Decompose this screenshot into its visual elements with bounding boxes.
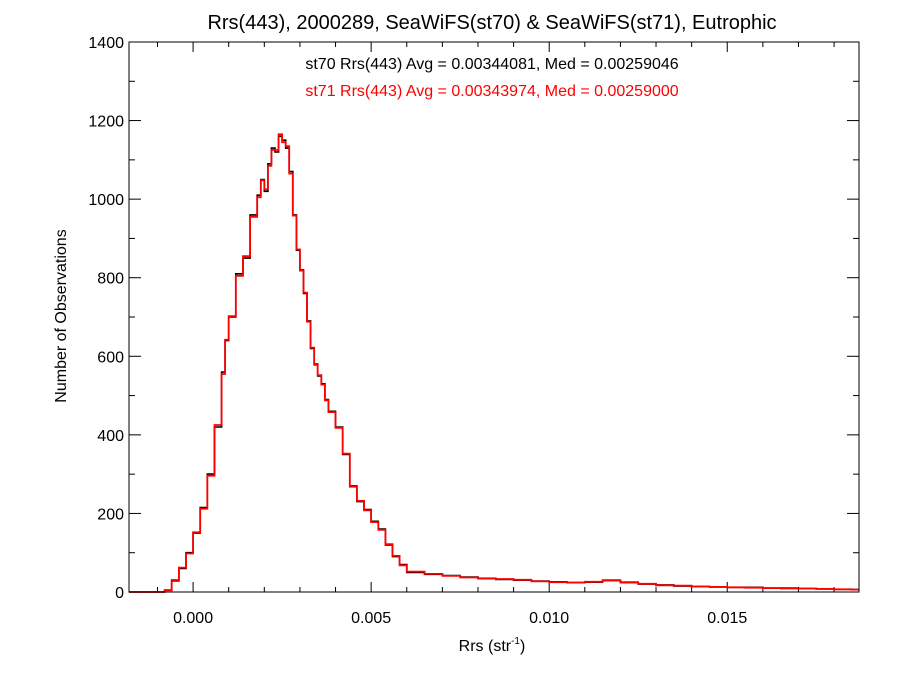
y-tick-label: 200: [97, 506, 124, 523]
axes: 0.000 0.005 0.010 0.015 0 200 400 600 800 1000 120…: [88, 35, 859, 627]
chart-title: Rrs(443), 2000289, SeaWiFS(st70) & SeaWi…: [207, 12, 776, 34]
x-tick-label: 0.015: [707, 610, 747, 627]
y-axis-label: Number of Observations: [53, 229, 70, 402]
x-tick-label: 0.010: [529, 610, 569, 627]
x-tick-label: 0.000: [173, 610, 213, 627]
y-tick-label: 400: [97, 428, 124, 445]
series-line-st70: [129, 135, 859, 593]
annotation-st71: st71 Rrs(443) Avg = 0.00343974, Med = 0.…: [305, 83, 678, 100]
y-tick-label: 800: [97, 271, 124, 288]
x-axis-label: Rrs (str-1): [459, 636, 526, 655]
plot-frame: [128, 41, 860, 593]
y-tick-label: 1400: [88, 35, 124, 52]
x-tick-label: 0.005: [351, 610, 391, 627]
y-tick-label: 1200: [88, 114, 124, 131]
series-line-st71: [129, 133, 859, 593]
y-tick-label: 0: [115, 585, 124, 602]
y-tick-label: 1000: [88, 192, 124, 209]
x-axis-label-close: ): [520, 638, 525, 655]
x-axis-label-base: Rrs (str: [459, 638, 512, 655]
series-layer: [129, 133, 859, 593]
x-axis-label-sup: -1: [511, 636, 520, 647]
y-tick-label: 600: [97, 349, 124, 366]
annotation-st70: st70 Rrs(443) Avg = 0.00344081, Med = 0.…: [305, 56, 678, 73]
